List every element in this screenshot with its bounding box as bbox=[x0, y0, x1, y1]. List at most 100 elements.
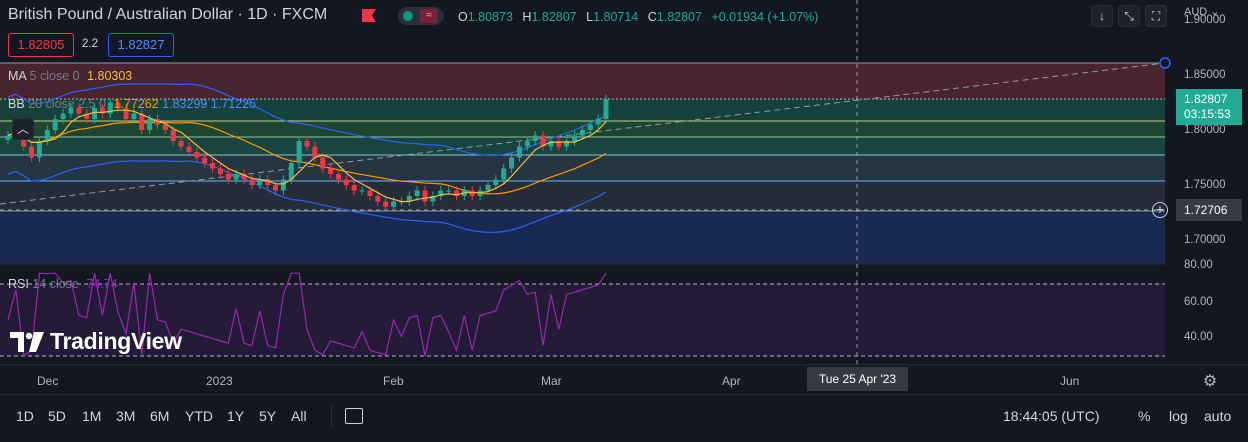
currency-selector[interactable]: AUD ⌄ bbox=[1184, 5, 1220, 18]
current-price-tag: 1.82807 03:15:53 bbox=[1176, 89, 1242, 125]
market-status[interactable]: ≈ bbox=[398, 7, 444, 25]
sell-button[interactable]: 1.82805 bbox=[8, 33, 74, 57]
candle-body bbox=[36, 141, 42, 158]
rsi-axis-label: 80.00 bbox=[1184, 259, 1213, 271]
indicator-ma[interactable]: MA 5 close 0 1.80303 bbox=[8, 69, 132, 83]
candle-body bbox=[170, 130, 176, 141]
zone-slate bbox=[0, 155, 1165, 181]
flag-icon[interactable] bbox=[362, 9, 376, 22]
candle-body bbox=[343, 179, 349, 185]
bb-lower-line bbox=[7, 160, 607, 233]
range-1y[interactable]: 1Y bbox=[227, 408, 245, 424]
market-open-icon bbox=[403, 11, 413, 21]
candle-body bbox=[351, 185, 357, 191]
toolbar-divider bbox=[331, 404, 332, 428]
gear-icon[interactable]: ⚙ bbox=[1202, 373, 1218, 390]
zone-red bbox=[0, 63, 1165, 99]
spread-value: 2.2 bbox=[82, 38, 98, 50]
ohlc-readout: O1.80873 H1.82807 L1.80714 C1.82807 +0.0… bbox=[458, 10, 824, 24]
candle-body bbox=[107, 102, 113, 114]
candle-body bbox=[532, 135, 538, 141]
candle-body bbox=[367, 190, 373, 196]
candle-body bbox=[139, 113, 145, 130]
range-1m[interactable]: 1M bbox=[82, 408, 102, 424]
candle-body bbox=[288, 163, 294, 180]
crosshair-price-tag: 1.72706 bbox=[1176, 199, 1242, 221]
percent-scale-toggle[interactable]: % bbox=[1138, 408, 1151, 424]
candle-body bbox=[178, 141, 184, 147]
candle-body bbox=[391, 201, 397, 207]
candle-body bbox=[540, 135, 546, 147]
candle-body bbox=[556, 141, 562, 147]
buy-button[interactable]: 1.82827 bbox=[108, 33, 174, 57]
zone-navy bbox=[0, 211, 1165, 264]
time-axis-label: Feb bbox=[383, 374, 404, 388]
fullscreen-collapse-icon[interactable]: ⤡ bbox=[1118, 5, 1140, 27]
add-alert-icon[interactable]: + bbox=[1152, 202, 1168, 218]
ma-params: 5 close 0 bbox=[29, 69, 80, 83]
log-scale-toggle[interactable]: log bbox=[1169, 408, 1188, 424]
candle-body bbox=[406, 196, 412, 202]
price-axis-label: 1.90000 bbox=[1184, 14, 1226, 26]
auto-scale-toggle[interactable]: auto bbox=[1204, 408, 1232, 424]
candle-body bbox=[414, 190, 420, 196]
symbol-title[interactable]: British Pound / Australian Dollar · 1D ·… bbox=[8, 6, 328, 23]
candle-body bbox=[147, 119, 153, 130]
candle-body bbox=[68, 108, 74, 114]
screenshot-icon[interactable]: ⛶ bbox=[1145, 5, 1167, 27]
collapse-legend-icon[interactable]: ︿ bbox=[12, 118, 34, 140]
range-5y[interactable]: 5Y bbox=[259, 408, 277, 424]
range-5d[interactable]: 5D bbox=[48, 408, 66, 424]
candle-body bbox=[249, 179, 255, 185]
low-key: L bbox=[586, 10, 594, 24]
price-axis-label: 1.70000 bbox=[1184, 234, 1226, 246]
candle-body bbox=[44, 130, 50, 141]
scroll-down-icon[interactable]: ↓ bbox=[1091, 5, 1113, 27]
candle-body bbox=[320, 157, 326, 169]
candle-body bbox=[304, 141, 310, 147]
range-3m[interactable]: 3M bbox=[116, 408, 136, 424]
ma-value: 1.80303 bbox=[87, 69, 133, 83]
indicator-bb[interactable]: BB 20 close 2.5 0 1.77262 1.83299 1.7122… bbox=[8, 97, 256, 111]
time-axis-label: Dec bbox=[37, 374, 59, 388]
candle-body bbox=[548, 141, 554, 147]
range-ytd[interactable]: YTD bbox=[185, 408, 213, 424]
candle-body bbox=[265, 179, 271, 185]
open-key: O bbox=[458, 10, 468, 24]
bb-lower-value: 1.71225 bbox=[210, 97, 257, 111]
indicator-rsi[interactable]: RSI 14 close 74.74 bbox=[8, 277, 118, 291]
time-axis-label: 2023 bbox=[206, 374, 233, 388]
candle-body bbox=[422, 190, 428, 202]
calendar-icon[interactable] bbox=[345, 408, 363, 424]
ma-name: MA bbox=[8, 69, 27, 83]
candle-body bbox=[509, 157, 515, 169]
high-value: 1.82807 bbox=[531, 10, 577, 24]
bb-params: 20 close 2.5 0 bbox=[28, 97, 107, 111]
range-1d[interactable]: 1D bbox=[16, 408, 34, 424]
bb-upper-line bbox=[7, 83, 607, 156]
tradingview-watermark: TradingView bbox=[10, 328, 182, 355]
current-price: 1.82807 bbox=[1184, 92, 1228, 106]
candle-body bbox=[280, 179, 286, 191]
candle-body bbox=[524, 141, 530, 147]
moving-average bbox=[7, 109, 607, 203]
range-6m[interactable]: 6M bbox=[150, 408, 170, 424]
clock-timezone[interactable]: 18:44:05 (UTC) bbox=[1003, 408, 1100, 424]
candle-body bbox=[572, 135, 578, 141]
candle-body bbox=[84, 113, 90, 119]
currency-label: AUD bbox=[1184, 6, 1208, 18]
zone-gray bbox=[0, 181, 1165, 211]
candle-body bbox=[564, 141, 570, 147]
trend-line bbox=[0, 62, 1166, 205]
rsi-polyline bbox=[7, 272, 607, 358]
candle-body bbox=[328, 168, 334, 174]
candle-body bbox=[186, 146, 192, 152]
visibility-icon[interactable]: ≈ bbox=[420, 9, 438, 23]
range-all[interactable]: All bbox=[291, 408, 307, 424]
candle-body bbox=[194, 152, 200, 158]
bottom-toolbar bbox=[0, 394, 1248, 442]
watermark-text: TradingView bbox=[50, 328, 182, 354]
candle-body bbox=[5, 135, 11, 140]
candle-body bbox=[446, 190, 452, 192]
